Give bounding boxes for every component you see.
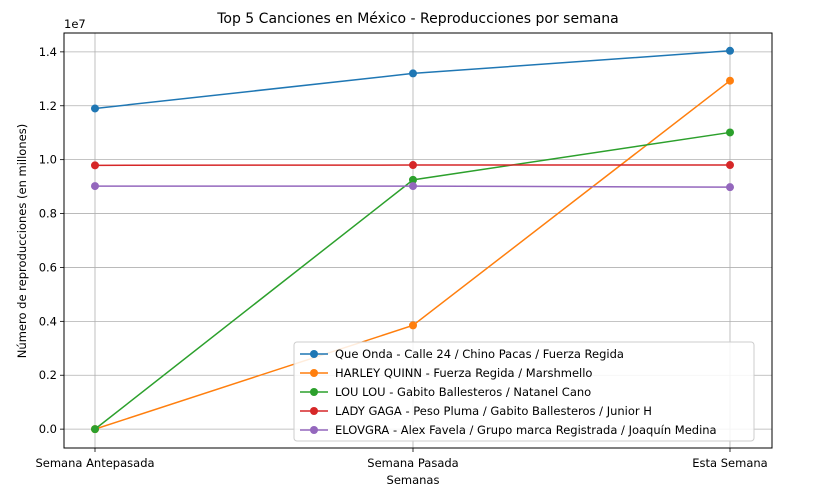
y-axis-label: Número de reproducciones (en millones) (15, 124, 29, 358)
data-point (91, 161, 99, 170)
y-tick-label: 1.0 (39, 153, 57, 167)
y-axis-offset-label: 1e7 (64, 17, 86, 31)
legend-entry: LOU LOU - Gabito Ballesteros / Natanel C… (300, 385, 591, 399)
series-1 (91, 46, 734, 113)
y-tick-label: 0.8 (39, 207, 57, 221)
legend-marker (310, 350, 318, 358)
series-layer (91, 46, 734, 434)
series-4 (91, 161, 734, 170)
data-point (409, 182, 417, 191)
legend-entry: HARLEY QUINN - Fuerza Regida / Marshmell… (300, 366, 592, 380)
data-point (726, 128, 734, 137)
x-axis-label: Semanas (387, 473, 440, 487)
legend-label: LADY GAGA - Peso Pluma / Gabito Balleste… (335, 404, 652, 418)
legend: Que Onda - Calle 24 / Chino Pacas / Fuer… (293, 341, 755, 442)
y-tick-label: 0.6 (39, 260, 57, 274)
data-point (409, 175, 417, 184)
data-point (409, 321, 417, 330)
series-3 (91, 128, 734, 434)
legend-label: HARLEY QUINN - Fuerza Regida / Marshmell… (335, 366, 592, 380)
legend-label: Que Onda - Calle 24 / Chino Pacas / Fuer… (335, 347, 624, 361)
data-point (726, 46, 734, 55)
x-tick-label: Esta Semana (692, 456, 767, 470)
legend-entry: Que Onda - Calle 24 / Chino Pacas / Fuer… (300, 347, 624, 361)
chart-title: Top 5 Canciones en México - Reproduccion… (216, 11, 619, 27)
legend-label: LOU LOU - Gabito Ballesteros / Natanel C… (335, 385, 591, 399)
data-point (726, 76, 734, 85)
x-tick-label: Semana Antepasada (35, 456, 154, 470)
series-5 (91, 182, 734, 192)
y-tick-label: 0.2 (39, 368, 57, 382)
data-point (409, 69, 417, 78)
series-line (94, 50, 731, 110)
plot-frame (63, 32, 773, 449)
legend-entry: ELOVGRA - Alex Favela / Grupo marca Regi… (300, 423, 717, 437)
legend-label: ELOVGRA - Alex Favela / Grupo marca Regi… (335, 423, 717, 437)
data-point (91, 104, 99, 113)
y-tick-label: 1.4 (39, 45, 57, 59)
legend-marker (310, 407, 318, 415)
legend-box (293, 341, 755, 442)
y-tick-label: 0.4 (39, 314, 57, 328)
data-point (91, 182, 99, 191)
y-tick-label: 0.0 (39, 422, 57, 436)
legend-marker (310, 369, 318, 377)
y-tick-label: 1.2 (39, 99, 57, 113)
data-point (726, 183, 734, 192)
data-point (91, 425, 99, 434)
legend-entry: LADY GAGA - Peso Pluma / Gabito Balleste… (300, 404, 652, 418)
x-axis-ticks: Semana Antepasada Semana Pasada Esta Seman… (35, 448, 768, 470)
legend-marker (310, 388, 318, 396)
data-point (409, 161, 417, 170)
y-axis-ticks: 0.0 0.2 0.4 0.6 0.8 1.0 1.2 1.4 (39, 45, 64, 436)
x-tick-label: Semana Pasada (367, 456, 458, 470)
data-point (726, 161, 734, 170)
legend-marker (310, 426, 318, 434)
